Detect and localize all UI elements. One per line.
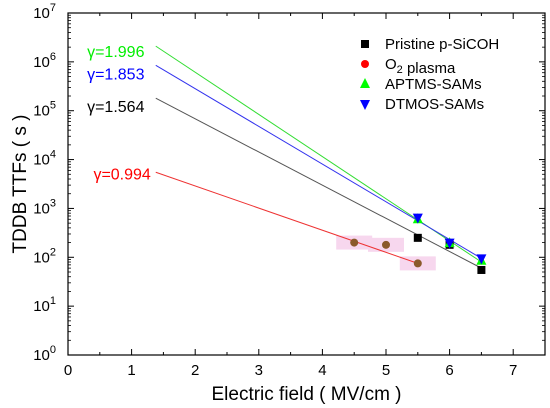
x-tick-label: 7: [509, 362, 517, 379]
x-tick-label: 2: [191, 362, 199, 379]
gamma-label: γ=1.996: [87, 44, 144, 61]
x-tick-label: 5: [382, 362, 390, 379]
x-axis-ticks: 0 1 2 3 4 5 6 7: [64, 13, 517, 379]
x-tick-label: 1: [127, 362, 135, 379]
y-tick-label: 105: [33, 100, 56, 120]
data-point: [477, 265, 486, 274]
data-point: [444, 238, 455, 249]
data-point: [476, 254, 487, 265]
gamma-label: γ=1.853: [87, 67, 144, 84]
y-tick-label: 107: [33, 2, 56, 22]
y-tick-label: 106: [33, 51, 56, 71]
fit-line: [155, 171, 418, 264]
data-point: [413, 233, 422, 242]
x-tick-label: 3: [255, 362, 263, 379]
y-tick-label: 101: [33, 295, 56, 315]
fit-line: [155, 97, 482, 269]
legend-label: O2 plasma: [385, 56, 456, 77]
legend-marker: [360, 78, 370, 88]
y-tick-label: 103: [33, 197, 56, 217]
data-point: [412, 213, 423, 224]
y-tick-label: 102: [33, 246, 56, 266]
data-point: [382, 240, 390, 249]
x-tick-label: 0: [64, 362, 72, 379]
legend-marker: [361, 40, 369, 48]
y-axis-title: TDDB TTFs ( s ): [10, 115, 31, 254]
y-tick-label: 104: [33, 149, 56, 169]
x-tick-label: 4: [318, 362, 326, 379]
legend-label: Pristine p-SiCOH: [385, 36, 499, 53]
legend-label: DTMOS-SAMs: [385, 96, 484, 113]
data-point: [413, 259, 422, 268]
gamma-annotations: γ=1.996 γ=1.853 γ=1.564 γ=0.994: [87, 44, 151, 183]
x-axis-title: Electric field ( MV/cm ): [211, 384, 401, 405]
legend-label: APTMS-SAMs: [385, 76, 482, 93]
y-tick-label: 100: [33, 344, 56, 364]
data-point: [350, 238, 359, 247]
gamma-label: γ=1.564: [87, 99, 144, 116]
fit-lines: [155, 45, 482, 269]
y-axis-ticks: 100 101 102 103 104 105 106 107: [33, 2, 545, 364]
fit-line: [155, 64, 482, 259]
data-markers: [350, 213, 487, 274]
legend-marker: [360, 100, 370, 110]
plot-frame: [67, 12, 546, 356]
legend-marker: [361, 60, 369, 68]
x-tick-label: 6: [445, 362, 453, 379]
gamma-label: γ=0.994: [93, 166, 150, 183]
